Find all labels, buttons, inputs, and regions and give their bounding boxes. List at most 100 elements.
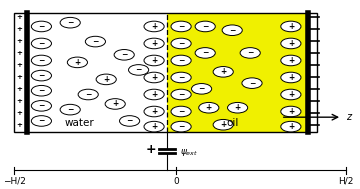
Text: −: − (178, 73, 184, 82)
Circle shape (31, 85, 51, 96)
Text: +: + (220, 120, 226, 129)
Circle shape (120, 116, 140, 126)
Circle shape (171, 55, 191, 66)
Circle shape (281, 106, 301, 117)
Text: −: − (202, 48, 208, 57)
Text: −: − (126, 116, 133, 125)
Circle shape (195, 21, 215, 32)
Text: +: + (151, 122, 157, 131)
Circle shape (240, 48, 260, 58)
Text: −H/2: −H/2 (3, 177, 26, 186)
Circle shape (213, 119, 233, 130)
Text: +: + (288, 39, 294, 48)
Circle shape (144, 38, 164, 49)
Circle shape (171, 21, 191, 32)
Circle shape (281, 38, 301, 49)
Text: +: + (234, 103, 241, 112)
Circle shape (96, 74, 116, 85)
Circle shape (31, 38, 51, 49)
Text: +: + (16, 98, 22, 104)
Text: −: − (38, 39, 45, 48)
Text: −: − (135, 65, 142, 74)
Text: −: − (67, 18, 73, 27)
Text: +: + (16, 110, 22, 116)
Text: H/2: H/2 (338, 177, 353, 186)
Text: +: + (288, 122, 294, 131)
Circle shape (195, 48, 215, 58)
Circle shape (281, 89, 301, 100)
Text: +: + (151, 73, 157, 82)
Circle shape (192, 84, 212, 94)
Text: +: + (16, 26, 22, 32)
Circle shape (171, 106, 191, 117)
Circle shape (31, 101, 51, 111)
Text: +: + (16, 122, 22, 128)
Text: +: + (288, 22, 294, 31)
Circle shape (171, 121, 191, 132)
Circle shape (242, 78, 262, 88)
Text: −: − (178, 90, 184, 99)
Text: −: − (198, 84, 205, 93)
Text: −: − (92, 37, 99, 46)
Text: −: − (38, 71, 45, 80)
Bar (14, 13, 317, 132)
Circle shape (67, 57, 87, 68)
Circle shape (228, 102, 248, 113)
Text: 0: 0 (174, 177, 179, 186)
Text: −: − (178, 22, 184, 31)
Text: $\psi_{ext}$: $\psi_{ext}$ (180, 147, 198, 158)
Text: +: + (151, 22, 157, 31)
Text: −: − (229, 26, 235, 35)
Text: +: + (288, 107, 294, 116)
Text: +: + (288, 73, 294, 82)
Text: −: − (247, 48, 253, 57)
Text: +: + (103, 75, 109, 84)
Circle shape (31, 55, 51, 66)
Circle shape (60, 104, 80, 115)
Circle shape (144, 72, 164, 83)
Circle shape (144, 21, 164, 32)
Circle shape (281, 121, 301, 132)
Text: +: + (151, 39, 157, 48)
Text: +: + (146, 143, 157, 156)
Bar (14, 13, 317, 132)
Text: +: + (206, 103, 212, 112)
Text: +: + (16, 86, 22, 92)
Text: −: − (178, 39, 184, 48)
Circle shape (281, 55, 301, 66)
Text: +: + (16, 38, 22, 44)
Circle shape (114, 50, 134, 60)
Circle shape (171, 72, 191, 83)
Circle shape (85, 36, 105, 47)
Bar (167, 13, 308, 132)
Text: −: − (178, 107, 184, 116)
Circle shape (144, 55, 164, 66)
Text: −: − (121, 50, 127, 59)
Text: −: − (38, 101, 45, 110)
Text: −: − (67, 105, 73, 114)
Circle shape (199, 102, 219, 113)
Circle shape (105, 99, 125, 109)
Circle shape (213, 67, 233, 77)
Circle shape (60, 17, 80, 28)
Text: z: z (346, 112, 351, 122)
Text: +: + (151, 56, 157, 65)
Text: −: − (178, 122, 184, 131)
Text: +: + (74, 58, 81, 67)
Text: oil: oil (226, 118, 238, 128)
Circle shape (171, 89, 191, 100)
Text: +: + (288, 90, 294, 99)
Circle shape (144, 106, 164, 117)
Text: +: + (16, 74, 22, 80)
Circle shape (144, 121, 164, 132)
Text: −: − (38, 56, 45, 65)
Circle shape (129, 65, 149, 75)
Text: +: + (16, 62, 22, 68)
Text: +: + (112, 99, 118, 108)
Text: +: + (151, 107, 157, 116)
Circle shape (31, 70, 51, 81)
Circle shape (281, 72, 301, 83)
Circle shape (31, 21, 51, 32)
Text: −: − (249, 79, 255, 88)
Text: +: + (220, 67, 226, 76)
